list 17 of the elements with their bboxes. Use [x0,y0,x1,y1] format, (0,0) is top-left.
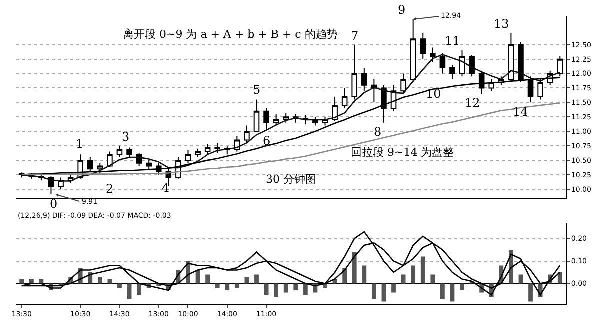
annotation: 6 [263,134,271,148]
annotation: 离开段 0~9 为 a + A + b + B + c 的趋势 [123,28,338,41]
annotation: 1 [76,137,84,151]
annotation: 0 [50,197,58,211]
annotation: 30 分钟图 [266,173,316,186]
annotation: 12 [465,96,480,110]
annotation: 2 [106,182,114,196]
annotation: 回拉段 9~14 为盘整 [351,146,454,159]
annotation: 13 [494,17,510,31]
annotation: 5 [253,83,261,97]
annotation: 9 [398,3,406,17]
annotation: 3 [122,130,130,144]
annotation: 4 [162,181,170,195]
annotation: 7 [351,29,359,43]
annotation: 11 [445,34,460,48]
annotation: 14 [513,105,529,119]
annotation: 8 [374,125,382,139]
